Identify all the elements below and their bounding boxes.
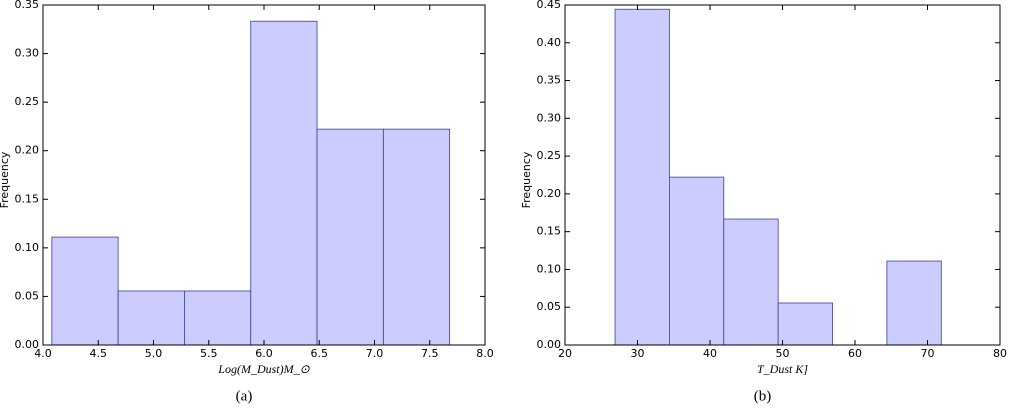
x-tick-label: 80	[993, 347, 1007, 360]
bar	[886, 260, 942, 346]
x-tick-label: 5.5	[200, 347, 218, 360]
x-axis-label: T_Dust K]	[757, 362, 808, 376]
bar	[777, 302, 833, 346]
x-tick-label: 6.0	[255, 347, 273, 360]
y-tick-label: 0.05	[15, 289, 40, 302]
bar	[316, 128, 384, 346]
bar	[669, 176, 725, 346]
x-tick-label: 30	[631, 347, 645, 360]
y-tick-label: 0.35	[15, 0, 40, 11]
y-axis-label: Frequency	[0, 151, 11, 208]
x-tick-label: 7.0	[366, 347, 384, 360]
y-tick-label: 0.20	[537, 187, 562, 200]
x-tick-label: 60	[848, 347, 862, 360]
y-tick-label: 0.05	[537, 300, 562, 313]
y-tick-label: 0.10	[15, 241, 40, 254]
y-tick-label: 0.20	[15, 144, 40, 157]
y-tick-label: 0.30	[15, 47, 40, 60]
y-tick-label: 0.30	[537, 111, 562, 124]
x-tick-label: 40	[703, 347, 717, 360]
y-axis-label: Frequency	[520, 151, 533, 208]
x-tick-label: 7.5	[421, 347, 439, 360]
caption: (a)	[236, 388, 253, 404]
caption: (b)	[754, 388, 772, 404]
x-tick-label: 50	[776, 347, 790, 360]
x-tick-label: 4.5	[90, 347, 108, 360]
x-axis-label: Log(M_Dust)M_⊙	[217, 362, 310, 376]
y-tick-label: 0.15	[15, 192, 40, 205]
y-tick-label: 0.35	[537, 74, 562, 87]
bar	[51, 236, 119, 346]
bar	[614, 8, 670, 346]
y-tick-label: 0.45	[537, 0, 562, 11]
bar	[723, 218, 779, 346]
bar	[250, 20, 318, 346]
y-tick-label: 0.40	[537, 36, 562, 49]
y-tick-label: 0.25	[537, 149, 562, 162]
x-tick-label: 70	[921, 347, 935, 360]
y-tick-label: 0.25	[15, 95, 40, 108]
x-tick-label: 6.5	[311, 347, 329, 360]
bar	[184, 290, 252, 346]
bar	[117, 290, 185, 346]
y-tick-label: 0.10	[537, 262, 562, 275]
x-tick-label: 5.0	[145, 347, 163, 360]
x-tick-label: 4.0	[34, 347, 52, 360]
bar	[382, 128, 451, 346]
x-tick-label: 8.0	[476, 347, 494, 360]
y-tick-label: 0.15	[537, 225, 562, 238]
y-tick-label: 0.00	[15, 338, 40, 351]
x-tick-label: 20	[558, 347, 572, 360]
y-tick-label: 0.00	[537, 338, 562, 351]
